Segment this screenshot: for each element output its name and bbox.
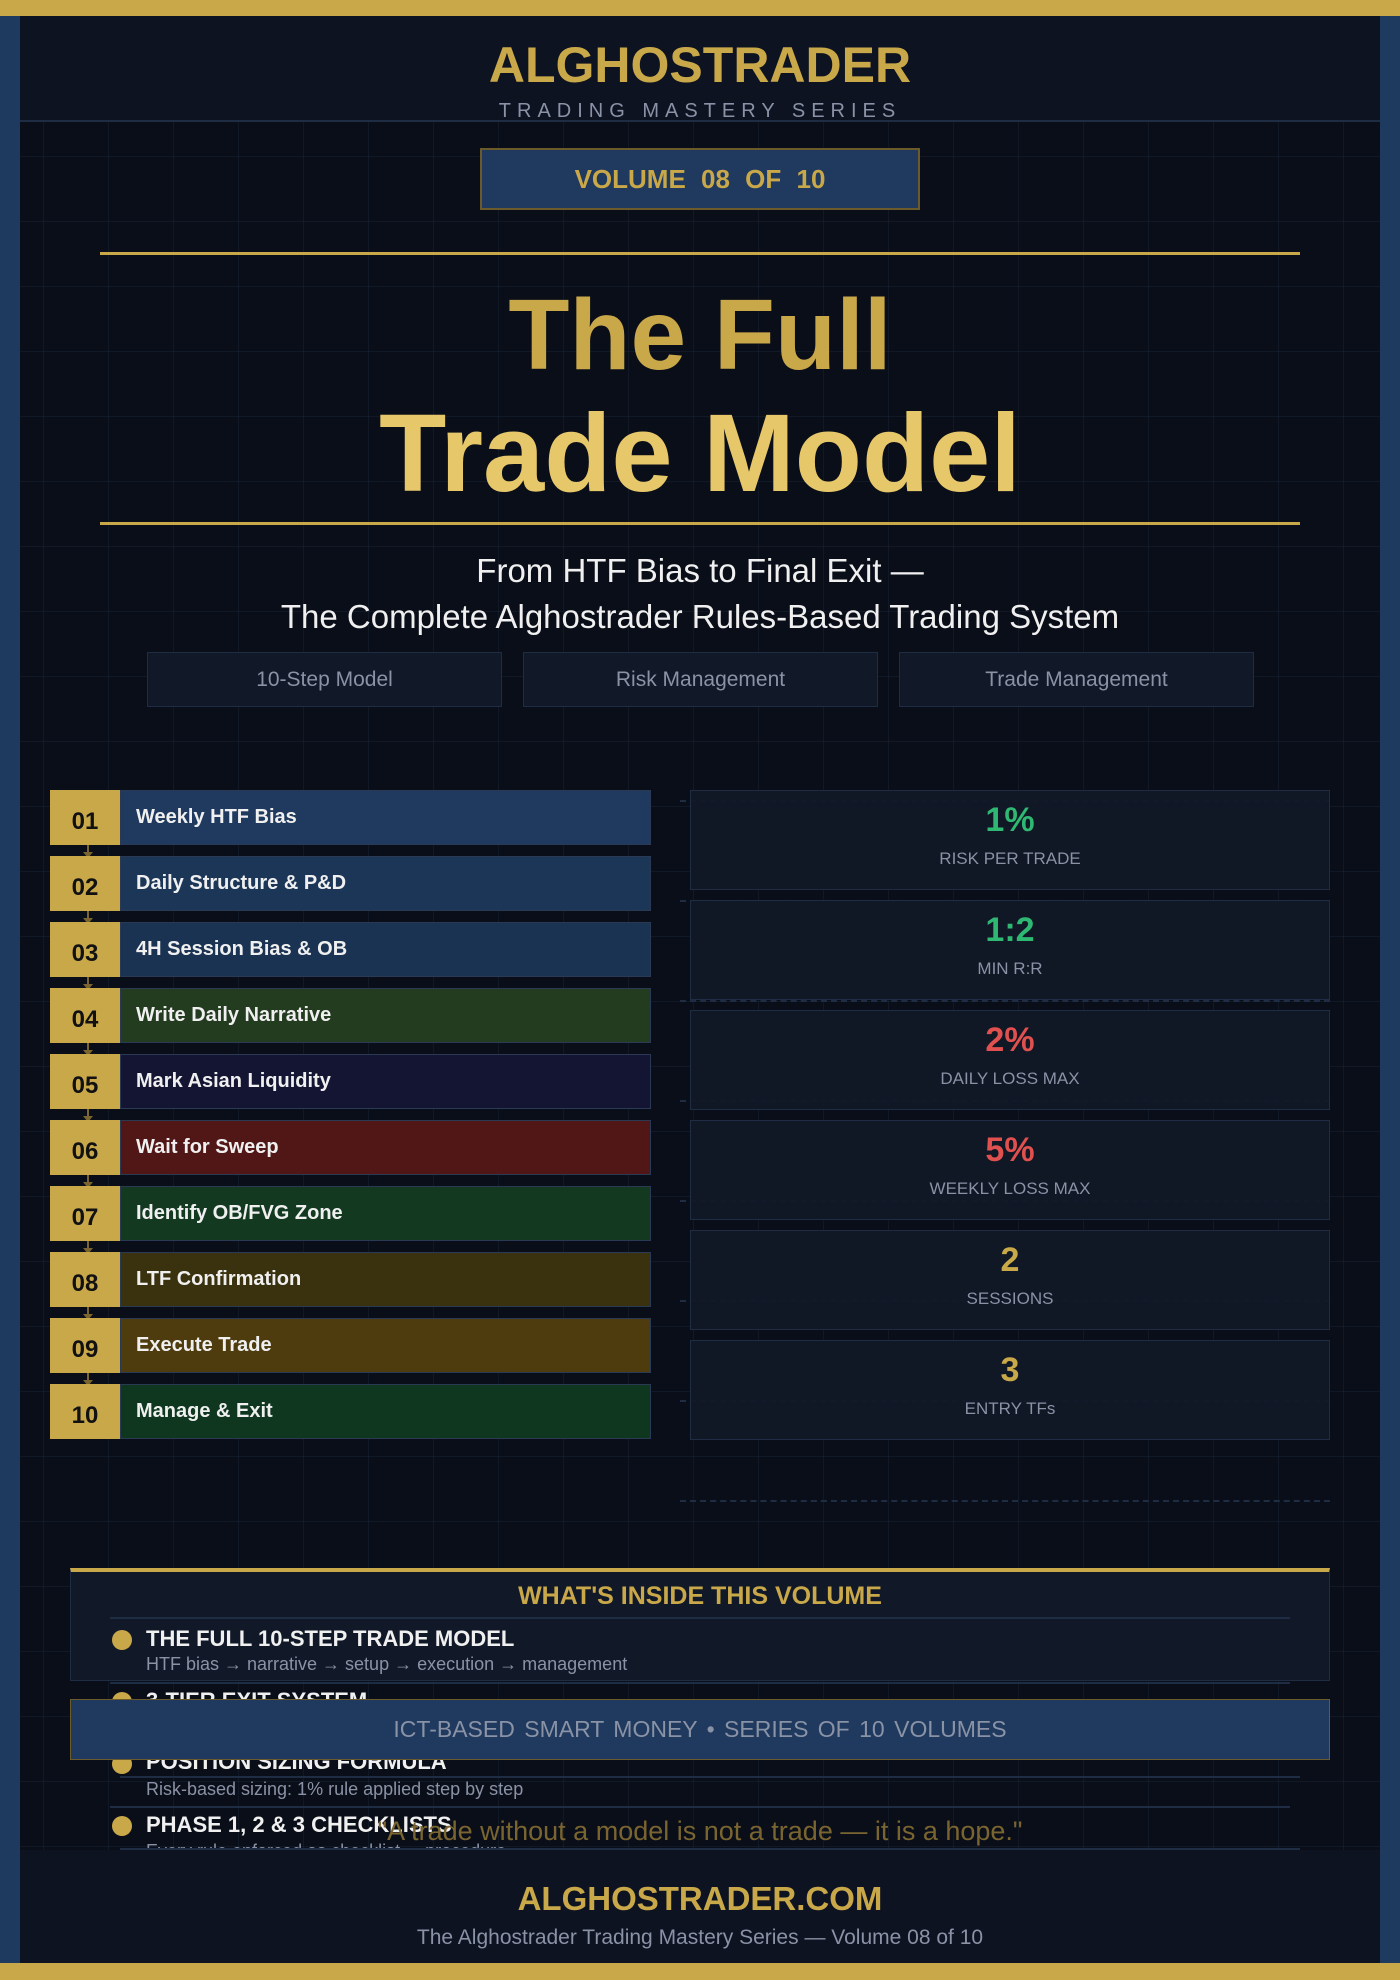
bullet-icon — [112, 1816, 132, 1836]
stat-sessions: 2 SESSIONS — [690, 1230, 1330, 1330]
tag-trade-management: Trade Management — [899, 652, 1254, 707]
down-arrow-icon — [81, 1043, 95, 1057]
stat-value: 1% — [985, 801, 1035, 839]
subtitle-line1: From HTF Bias to Final Exit — — [476, 552, 924, 589]
tag-10-step-model: 10-Step Model — [147, 652, 502, 707]
brand-title: ALGHOSTRADER — [488, 37, 912, 93]
step-label: Write Daily Narrative — [120, 988, 651, 1043]
footer: ALGHOSTRADER.COM The Alghostrader Tradin… — [20, 1850, 1380, 1963]
stat-label: WEEKLY LOSS MAX — [929, 1179, 1091, 1198]
down-arrow-icon — [81, 1109, 95, 1123]
step-label: Identify OB/FVG Zone — [120, 1186, 651, 1241]
stat-weekly-loss-max: 5% WEEKLY LOSS MAX — [690, 1120, 1330, 1220]
header: ALGHOSTRADER TRADING MASTERY SERIES — [20, 16, 1380, 122]
subtitle-line2: The Complete Alghostrader Rules-Based Tr… — [280, 598, 1120, 635]
top-gold-bar — [0, 0, 1400, 16]
title-rule-bottom — [100, 522, 1300, 525]
volume-badge: VOLUME 08 OF 10 — [480, 148, 920, 210]
divider — [120, 1848, 1300, 1850]
stat-label: SESSIONS — [966, 1289, 1054, 1308]
down-arrow-icon — [81, 1373, 95, 1387]
cover-page: ALGHOSTRADER TRADING MASTERY SERIES VOLU… — [20, 16, 1380, 1963]
footer-brand-link[interactable]: ALGHOSTRADER.COM — [517, 1880, 883, 1917]
step-number: 06 — [50, 1120, 120, 1175]
item-desc: Risk-based sizing: 1% rule applied step … — [146, 1779, 524, 1799]
stat-label: ENTRY TFs — [964, 1399, 1056, 1418]
item-title: THE FULL 10-STEP TRADE MODEL — [146, 1626, 515, 1651]
down-arrow-icon — [81, 977, 95, 991]
step-10: 10 Manage & Exit — [50, 1384, 651, 1439]
step-label: Wait for Sweep — [120, 1120, 651, 1175]
step-09: 09 Execute Trade — [50, 1318, 651, 1373]
step-06: 06 Wait for Sweep — [50, 1120, 651, 1175]
stat-label: DAILY LOSS MAX — [940, 1069, 1080, 1088]
stat-daily-loss-max: 2% DAILY LOSS MAX — [690, 1010, 1330, 1110]
bullet-icon — [112, 1630, 132, 1650]
stat-value: 2% — [985, 1021, 1035, 1059]
step-number: 10 — [50, 1384, 120, 1439]
stat-value: 1:2 — [985, 911, 1035, 949]
step-number: 09 — [50, 1318, 120, 1373]
item-desc: HTF bias → narrative → setup → execution… — [146, 1654, 628, 1674]
step-label: Mark Asian Liquidity — [120, 1054, 651, 1109]
down-arrow-icon — [81, 1307, 95, 1321]
down-arrow-icon — [81, 1175, 95, 1189]
divider — [110, 1682, 1290, 1684]
level-line — [680, 1500, 1330, 1502]
stat-value: 5% — [985, 1131, 1035, 1169]
stat-value: 3 — [1000, 1351, 1020, 1389]
stat-risk-per-trade: 1% RISK PER TRADE — [690, 790, 1330, 890]
step-number: 05 — [50, 1054, 120, 1109]
step-number: 04 — [50, 988, 120, 1043]
ict-series-banner: ICT-BASED SMART MONEY • SERIES OF 10 VOL… — [70, 1699, 1330, 1760]
step-number: 02 — [50, 856, 120, 911]
whats-inside-panel — [70, 1568, 1330, 1681]
step-label: Weekly HTF Bias — [120, 790, 651, 845]
item-title: PHASE 1, 2 & 3 CHECKLISTS — [146, 1812, 452, 1837]
stat-entry-tfs: 3 ENTRY TFs — [690, 1340, 1330, 1440]
stat-label: MIN R:R — [977, 959, 1043, 978]
page-title-line1: The Full — [508, 279, 892, 391]
step-number: 08 — [50, 1252, 120, 1307]
tag-risk-management: Risk Management — [523, 652, 878, 707]
step-label: Execute Trade — [120, 1318, 651, 1373]
page-title-line2: Trade Model — [379, 392, 1021, 515]
series-subtitle: TRADING MASTERY SERIES — [498, 100, 902, 122]
step-02: 02 Daily Structure & P&D — [50, 856, 651, 911]
stat-min-rr: 1:2 MIN R:R — [690, 900, 1330, 1000]
bottom-gold-bar — [0, 1963, 1400, 1980]
step-label: LTF Confirmation — [120, 1252, 651, 1307]
down-arrow-icon — [81, 911, 95, 925]
divider — [120, 1776, 1300, 1778]
step-number: 07 — [50, 1186, 120, 1241]
step-01: 01 Weekly HTF Bias — [50, 790, 651, 845]
title-rule-top — [100, 252, 1300, 255]
step-07: 07 Identify OB/FVG Zone — [50, 1186, 651, 1241]
stat-value: 2 — [1000, 1241, 1020, 1279]
down-arrow-icon — [81, 1241, 95, 1255]
down-arrow-icon — [81, 845, 95, 859]
footer-subtitle: The Alghostrader Trading Mastery Series … — [416, 1926, 984, 1949]
step-08: 08 LTF Confirmation — [50, 1252, 651, 1307]
step-number: 03 — [50, 922, 120, 977]
step-label: Daily Structure & P&D — [120, 856, 651, 911]
quote: "A trade without a model is not a trade … — [377, 1816, 1023, 1846]
divider — [110, 1806, 1290, 1808]
whats-inside-title: WHAT'S INSIDE THIS VOLUME — [518, 1582, 882, 1610]
stat-label: RISK PER TRADE — [939, 849, 1081, 868]
step-label: 4H Session Bias & OB — [120, 922, 651, 977]
step-03: 03 4H Session Bias & OB — [50, 922, 651, 977]
step-05: 05 Mark Asian Liquidity — [50, 1054, 651, 1109]
level-line — [680, 1000, 1330, 1002]
step-04: 04 Write Daily Narrative — [50, 988, 651, 1043]
divider — [110, 1617, 1290, 1619]
step-label: Manage & Exit — [120, 1384, 651, 1439]
step-number: 01 — [50, 790, 120, 845]
